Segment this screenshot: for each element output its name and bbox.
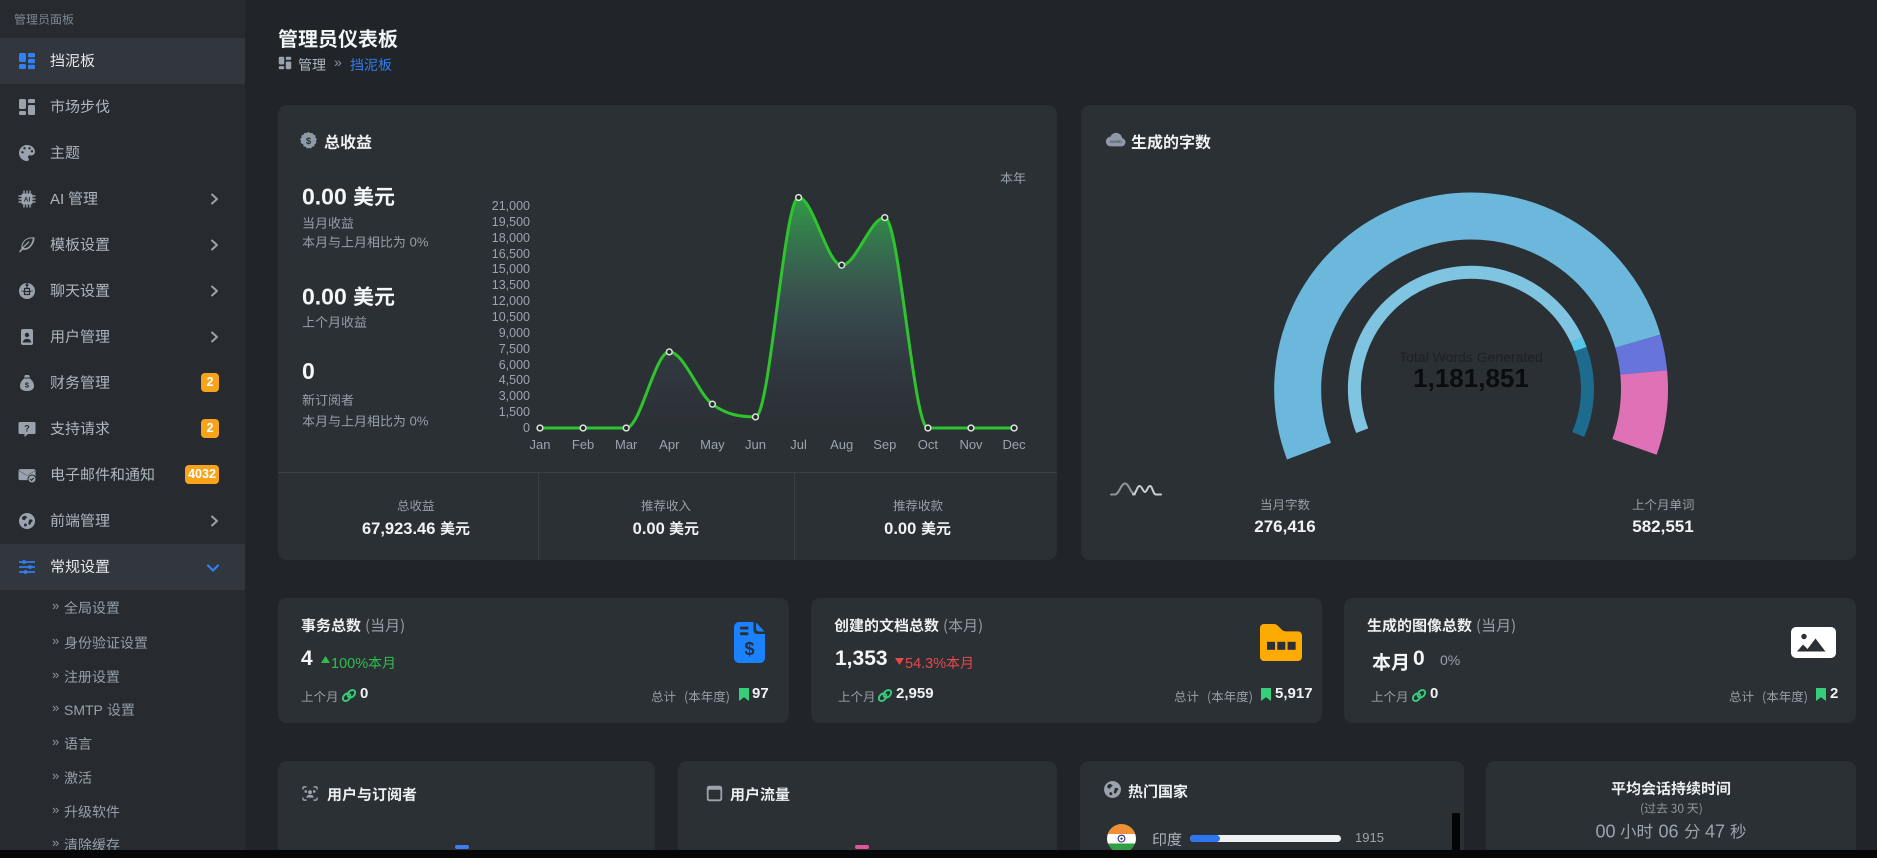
svg-text:?: ? (24, 423, 30, 433)
svg-text:$: $ (25, 381, 30, 390)
svg-text:$: $ (306, 136, 312, 147)
svg-text:AI: AI (24, 197, 31, 204)
svg-text:WORD: WORD (1110, 140, 1122, 144)
svg-text:$: $ (744, 639, 754, 659)
